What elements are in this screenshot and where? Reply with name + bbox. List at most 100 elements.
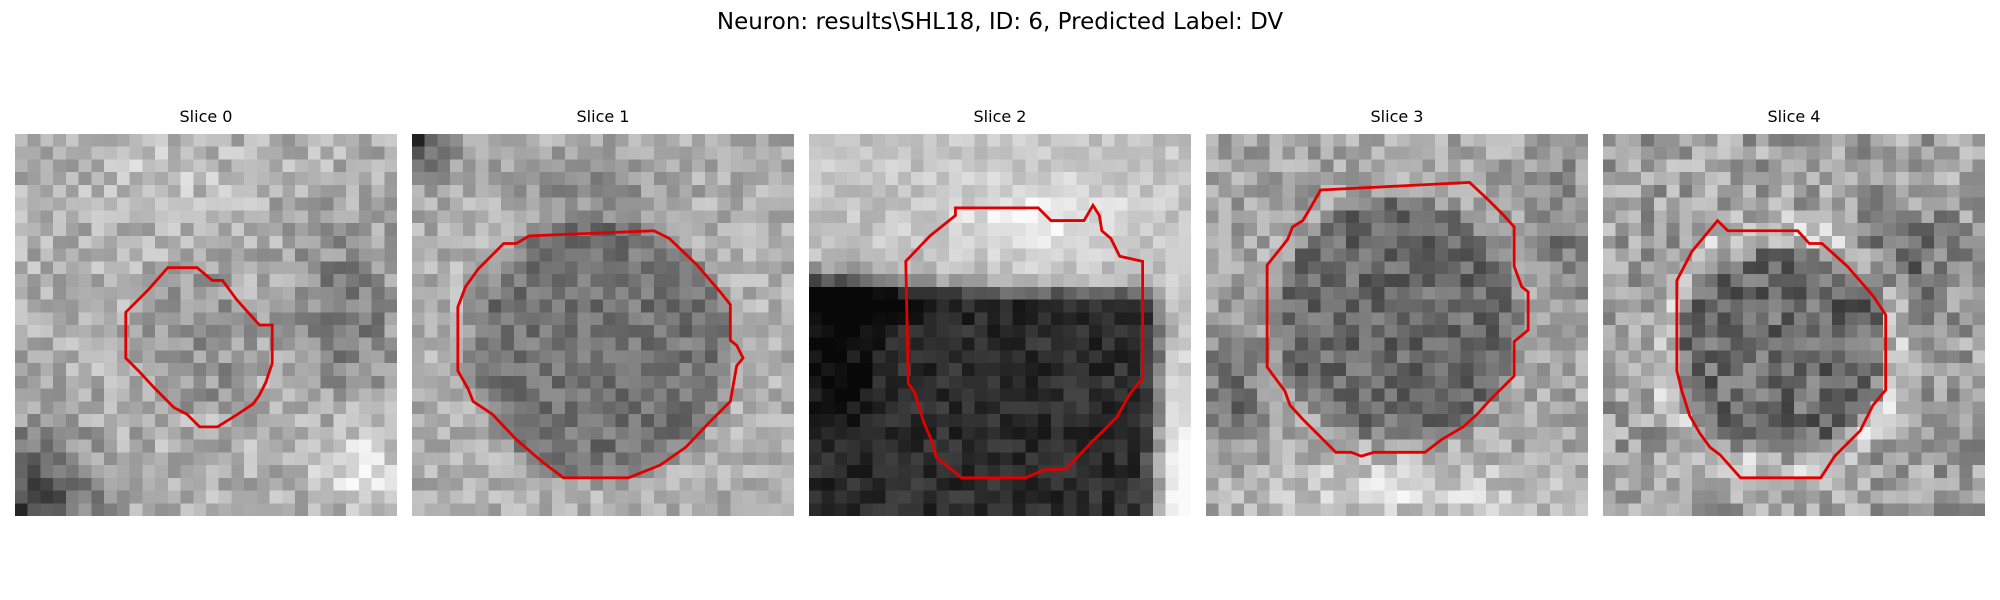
pixel — [898, 223, 912, 237]
pixel — [269, 490, 283, 504]
pixel — [1206, 197, 1219, 211]
pixel — [256, 235, 270, 249]
pixel — [859, 312, 873, 326]
pixel — [1089, 363, 1103, 377]
pixel — [269, 363, 283, 377]
pixel — [167, 197, 181, 211]
pixel — [872, 172, 886, 186]
pixel — [1025, 363, 1039, 377]
pixel — [1603, 325, 1616, 338]
pixel — [1447, 388, 1461, 402]
pixel — [27, 439, 41, 453]
pixel — [282, 375, 296, 389]
pixel — [577, 452, 591, 466]
pixel — [653, 299, 667, 313]
pixel — [653, 286, 667, 300]
pixel — [27, 223, 41, 237]
pixel — [898, 159, 912, 173]
pixel — [615, 350, 629, 364]
pixel — [1435, 477, 1449, 491]
pixel — [513, 350, 527, 364]
pixel — [129, 325, 143, 338]
pixel — [475, 312, 489, 326]
pixel — [307, 490, 321, 504]
pixel — [1717, 477, 1731, 491]
pixel — [295, 375, 309, 389]
pixel — [898, 286, 912, 300]
pixel — [1972, 223, 1985, 237]
pixel — [1346, 350, 1360, 364]
pixel — [781, 465, 794, 479]
pixel — [412, 197, 425, 211]
pixel — [1511, 401, 1525, 415]
pixel — [1755, 159, 1769, 173]
pixel — [1063, 465, 1077, 479]
pixel — [1460, 401, 1474, 415]
pixel — [653, 503, 667, 516]
pixel — [1498, 426, 1512, 440]
pixel — [91, 286, 105, 300]
pixel — [256, 452, 270, 466]
pixel — [1755, 197, 1769, 211]
pixel — [743, 490, 757, 504]
pixel — [1641, 477, 1655, 491]
pixel — [1114, 286, 1128, 300]
pixel — [1641, 286, 1655, 300]
pixel — [1857, 248, 1871, 262]
pixel — [730, 274, 744, 288]
pixel — [1000, 299, 1013, 313]
pixel — [1422, 223, 1436, 237]
pixel — [206, 375, 219, 389]
pixel — [1409, 350, 1423, 364]
pixel — [526, 248, 540, 262]
pixel — [1000, 414, 1013, 428]
pixel — [1231, 248, 1245, 262]
pixel — [526, 325, 540, 338]
pixel — [1628, 134, 1642, 147]
pixel — [1934, 210, 1948, 224]
pixel — [1768, 159, 1782, 173]
pixel — [755, 299, 769, 313]
pixel — [1269, 503, 1283, 516]
pixel — [1282, 197, 1296, 211]
pixel-grid — [1206, 134, 1588, 516]
pixel — [885, 248, 899, 262]
pixel — [885, 350, 899, 364]
pixel — [834, 439, 848, 453]
pixel — [231, 184, 245, 198]
pixel — [539, 439, 553, 453]
pixel — [1537, 274, 1551, 288]
pixel — [1641, 159, 1655, 173]
pixel — [1295, 490, 1309, 504]
pixel — [859, 286, 873, 300]
pixel — [1178, 350, 1191, 364]
pixel — [244, 235, 258, 249]
pixel — [1346, 312, 1360, 326]
pixel — [1794, 477, 1807, 491]
pixel — [1320, 223, 1334, 237]
pixel — [1653, 146, 1667, 160]
pixel — [885, 286, 899, 300]
pixel — [1218, 426, 1232, 440]
pixel — [1549, 503, 1563, 516]
pixel — [1921, 414, 1935, 428]
pixel — [1524, 134, 1538, 147]
pixel — [1101, 184, 1115, 198]
pixel — [1743, 134, 1757, 147]
pixel — [1870, 235, 1884, 249]
pixel — [1371, 146, 1385, 160]
pixel — [475, 248, 489, 262]
pixel — [526, 172, 540, 186]
pixel — [1358, 146, 1372, 160]
pixel — [653, 210, 667, 224]
pixel — [450, 134, 464, 147]
pixel — [1768, 235, 1782, 249]
pixel — [371, 159, 385, 173]
pixel — [371, 503, 385, 516]
pixel — [1282, 350, 1296, 364]
pixel — [40, 134, 54, 147]
pixel — [1832, 388, 1846, 402]
pixel — [40, 490, 54, 504]
pixel — [1012, 235, 1026, 249]
pixel — [104, 490, 118, 504]
